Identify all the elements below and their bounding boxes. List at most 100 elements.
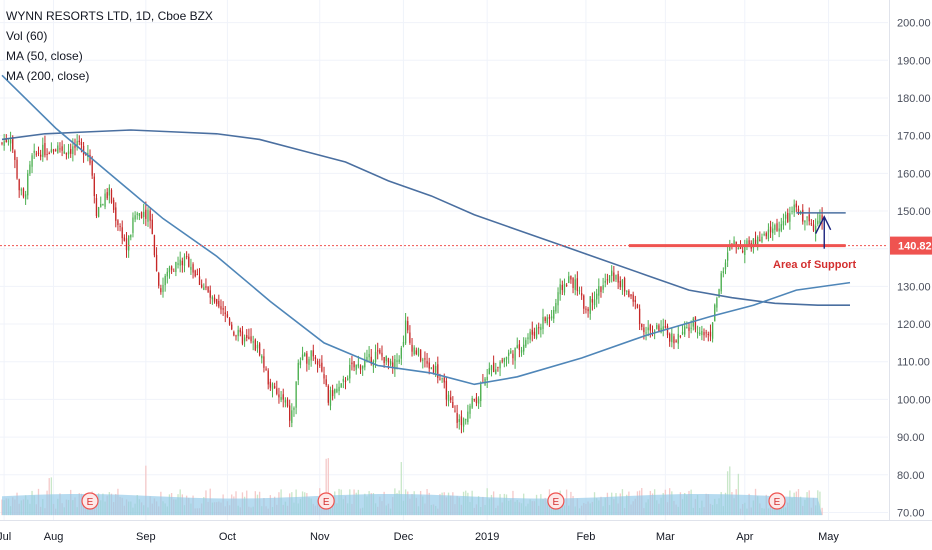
candle-body: [100, 204, 102, 207]
candle-body: [563, 283, 566, 293]
candle-body: [744, 245, 746, 255]
candle-body: [419, 349, 422, 361]
candle-body: [24, 194, 27, 200]
time-axis[interactable]: Jul Aug Sep Oct Nov Dec 2019 Feb Mar Apr May: [0, 531, 839, 543]
ma200-legend[interactable]: MA (200, close): [6, 69, 90, 83]
candle-body: [696, 332, 699, 334]
candle-body: [520, 350, 523, 353]
candle-body: [516, 345, 518, 349]
candle-body: [748, 240, 750, 246]
candle-body: [503, 358, 506, 362]
up-arrow-annotation: [815, 215, 832, 249]
candle-body: [596, 293, 598, 300]
candle-body: [568, 276, 570, 283]
candle-body: [246, 335, 248, 338]
candle-body: [379, 349, 381, 354]
candle-body: [20, 189, 22, 191]
candle-body: [544, 317, 546, 321]
candle-body: [726, 252, 729, 261]
volume-legend[interactable]: Vol (60): [6, 29, 48, 43]
candle-body: [814, 225, 817, 234]
time-axis-divider: [0, 520, 932, 521]
candle-body: [628, 290, 630, 297]
candle-body: [460, 416, 463, 426]
candle-body: [662, 326, 664, 331]
candle-body: [282, 394, 284, 400]
candle-body: [327, 385, 329, 403]
candle-body: [604, 280, 606, 283]
candle-body: [52, 149, 55, 152]
candle-body: [203, 287, 205, 290]
candle-body: [389, 361, 392, 365]
candle-body: [190, 266, 192, 270]
candle-body: [619, 280, 621, 288]
candle-body: [7, 140, 10, 142]
candle-body: [649, 324, 652, 331]
candle-body: [765, 233, 767, 237]
candle-body: [480, 384, 482, 402]
candle-body: [329, 390, 332, 406]
x-tick-label: 2019: [475, 531, 499, 543]
candle-body: [134, 215, 136, 220]
candle-body: [289, 405, 291, 421]
candle-body: [626, 290, 628, 292]
price-axis-divider: [889, 0, 890, 520]
candle-body: [821, 215, 823, 222]
candle-body: [168, 267, 171, 273]
candle-body: [5, 139, 7, 143]
candle-body: [799, 211, 802, 213]
candle-body: [351, 362, 353, 365]
candle-body: [570, 275, 572, 280]
candle-body: [284, 400, 287, 403]
candle-body: [231, 324, 233, 330]
candle-body: [145, 209, 147, 219]
candle-body: [752, 238, 755, 248]
candle-body: [340, 383, 342, 388]
x-tick-label: Feb: [576, 531, 595, 543]
candle-body: [810, 223, 813, 225]
candle-body: [641, 323, 643, 327]
candle-body: [471, 398, 473, 408]
candle-body: [666, 326, 669, 336]
symbol-title[interactable]: WYNN RESORTS LTD, 1D, Cboe BZX: [6, 9, 213, 23]
candle-body: [817, 220, 819, 225]
candle-body: [27, 173, 29, 196]
earnings-marker-circle: [317, 492, 335, 510]
candle-body: [529, 331, 531, 340]
y-tick-label: 200.00: [897, 18, 931, 30]
support-label: Area of Support: [773, 259, 856, 271]
candle-body: [533, 331, 536, 336]
candle-body: [136, 213, 138, 215]
candle-body: [334, 389, 336, 394]
candle-body: [623, 277, 626, 292]
candle-body: [359, 365, 362, 370]
candle-body: [548, 317, 551, 319]
y-tick-label: 70.00: [897, 507, 925, 519]
x-tick-label: Oct: [219, 531, 236, 543]
ma50-legend[interactable]: MA (50, close): [6, 49, 83, 63]
candle-body: [138, 213, 141, 217]
candle-body: [720, 273, 722, 292]
candle-body: [44, 143, 46, 156]
candlestick-series: [1, 131, 823, 434]
candle-body: [754, 239, 757, 245]
price-tag-text: 140.82: [898, 241, 932, 253]
candle-body: [383, 357, 385, 363]
candle-body: [119, 226, 121, 228]
candle-body: [110, 190, 113, 203]
candle-body: [787, 212, 789, 222]
candle-body: [254, 339, 256, 351]
candle-body: [132, 217, 134, 233]
candle-body: [437, 364, 439, 378]
y-tick-label: 100.00: [897, 394, 931, 406]
candle-body: [256, 344, 259, 349]
y-tick-label: 160.00: [897, 168, 931, 180]
candle-body: [467, 411, 469, 423]
candle-body: [306, 353, 308, 364]
price-axis[interactable]: 200.00 190.00 180.00 170.00 160.00 150.00 140.…: [897, 18, 931, 520]
candle-body: [621, 279, 624, 288]
candle-body: [583, 295, 585, 309]
candle-body: [636, 304, 639, 308]
candle-body: [1, 142, 3, 144]
